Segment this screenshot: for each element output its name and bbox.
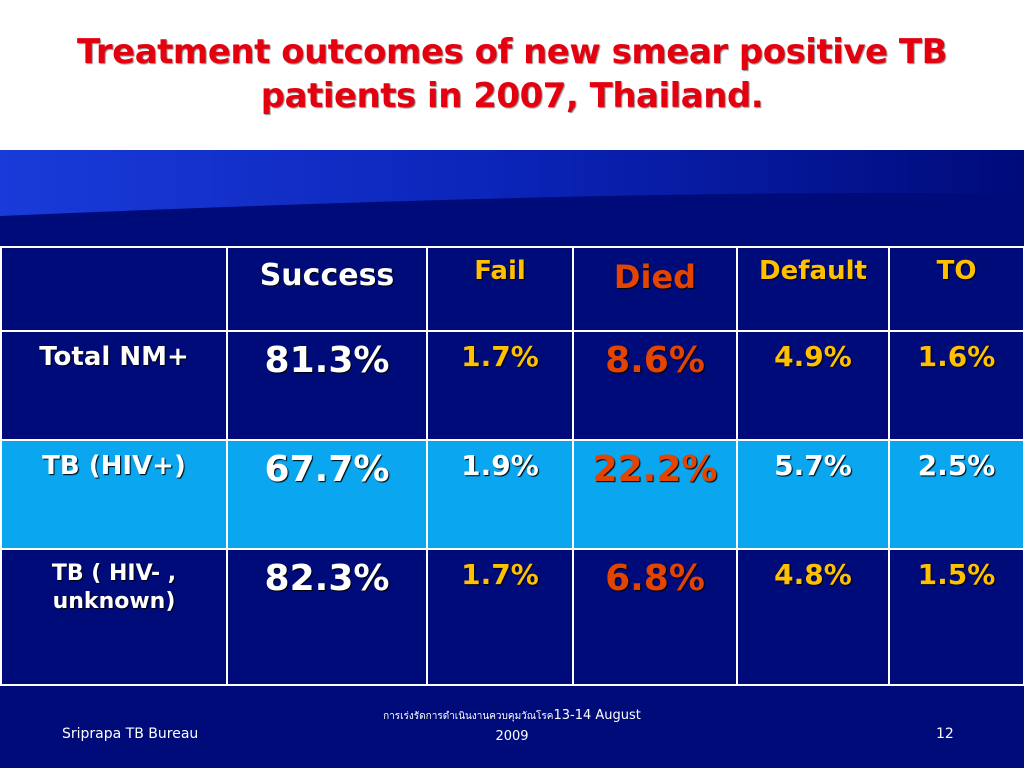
header-to: TO bbox=[888, 246, 1024, 332]
slide-number: 12 bbox=[936, 726, 954, 742]
cell-fail: 1.7% bbox=[426, 548, 574, 686]
cell-died: 8.6% bbox=[572, 330, 738, 441]
table-row: Total NM+ 81.3% 1.7% 8.6% 4.9% 1.6% bbox=[0, 330, 1024, 441]
title-line-2: patients in 2007, Thailand. bbox=[260, 76, 764, 116]
footer-event: การเร่งรัดการดำเนินงานควบคุมวัณโรค13-14 … bbox=[372, 706, 652, 747]
outcomes-table: Success Fail Died Default TO Total NM+ 8… bbox=[0, 246, 1024, 686]
cell-default: 5.7% bbox=[736, 439, 890, 550]
footer-event-dates: 13-14 August bbox=[553, 708, 641, 723]
cell-default: 4.9% bbox=[736, 330, 890, 441]
slide-header: Treatment outcomes of new smear positive… bbox=[0, 0, 1024, 150]
table-row: TB (HIV+) 67.7% 1.9% 22.2% 5.7% 2.5% bbox=[0, 439, 1024, 550]
cell-default: 4.8% bbox=[736, 548, 890, 686]
table-row: TB ( HIV- , unknown) 82.3% 1.7% 6.8% 4.8%… bbox=[0, 548, 1024, 686]
header-success: Success bbox=[226, 246, 428, 332]
row-label-total-nm: Total NM+ bbox=[0, 330, 228, 441]
header-empty-cell bbox=[0, 246, 228, 332]
table-header-row: Success Fail Died Default TO bbox=[0, 246, 1024, 332]
row-label-tb-hiv-pos: TB (HIV+) bbox=[0, 439, 228, 550]
footer-event-year: 2009 bbox=[495, 729, 529, 744]
header-died: Died bbox=[572, 246, 738, 332]
cell-to: 1.5% bbox=[888, 548, 1024, 686]
cell-to: 1.6% bbox=[888, 330, 1024, 441]
header-default: Default bbox=[736, 246, 890, 332]
cell-success: 67.7% bbox=[226, 439, 428, 550]
slide-body: Success Fail Died Default TO Total NM+ 8… bbox=[0, 150, 1024, 768]
footer-event-thai: การเร่งรัดการดำเนินงานควบคุมวัณโรค bbox=[383, 711, 554, 722]
footer-author: Sriprapa TB Bureau bbox=[62, 726, 199, 742]
slide-title: Treatment outcomes of new smear positive… bbox=[0, 30, 1024, 118]
decorative-wave bbox=[0, 150, 1024, 216]
cell-success: 82.3% bbox=[226, 548, 428, 686]
cell-fail: 1.9% bbox=[426, 439, 574, 550]
cell-success: 81.3% bbox=[226, 330, 428, 441]
header-fail: Fail bbox=[426, 246, 574, 332]
title-line-1: Treatment outcomes of new smear positive… bbox=[76, 32, 948, 72]
row-label-tb-hiv-neg: TB ( HIV- , unknown) bbox=[0, 548, 228, 686]
cell-to: 2.5% bbox=[888, 439, 1024, 550]
cell-died: 22.2% bbox=[572, 439, 738, 550]
cell-died: 6.8% bbox=[572, 548, 738, 686]
cell-fail: 1.7% bbox=[426, 330, 574, 441]
